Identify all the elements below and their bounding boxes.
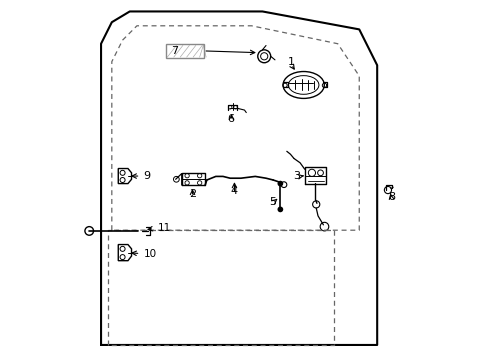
Circle shape bbox=[277, 207, 283, 212]
Text: 6: 6 bbox=[227, 114, 234, 124]
FancyBboxPatch shape bbox=[166, 44, 204, 58]
Circle shape bbox=[277, 181, 283, 186]
Text: 2: 2 bbox=[188, 189, 196, 199]
Text: 1: 1 bbox=[287, 57, 294, 67]
Text: 3: 3 bbox=[292, 171, 299, 181]
Text: 9: 9 bbox=[143, 171, 150, 181]
Text: 11: 11 bbox=[158, 224, 171, 233]
Text: 7: 7 bbox=[171, 46, 178, 56]
Text: 10: 10 bbox=[143, 248, 156, 258]
Text: 4: 4 bbox=[230, 186, 238, 196]
Text: 5: 5 bbox=[268, 197, 275, 207]
Text: 8: 8 bbox=[387, 192, 394, 202]
